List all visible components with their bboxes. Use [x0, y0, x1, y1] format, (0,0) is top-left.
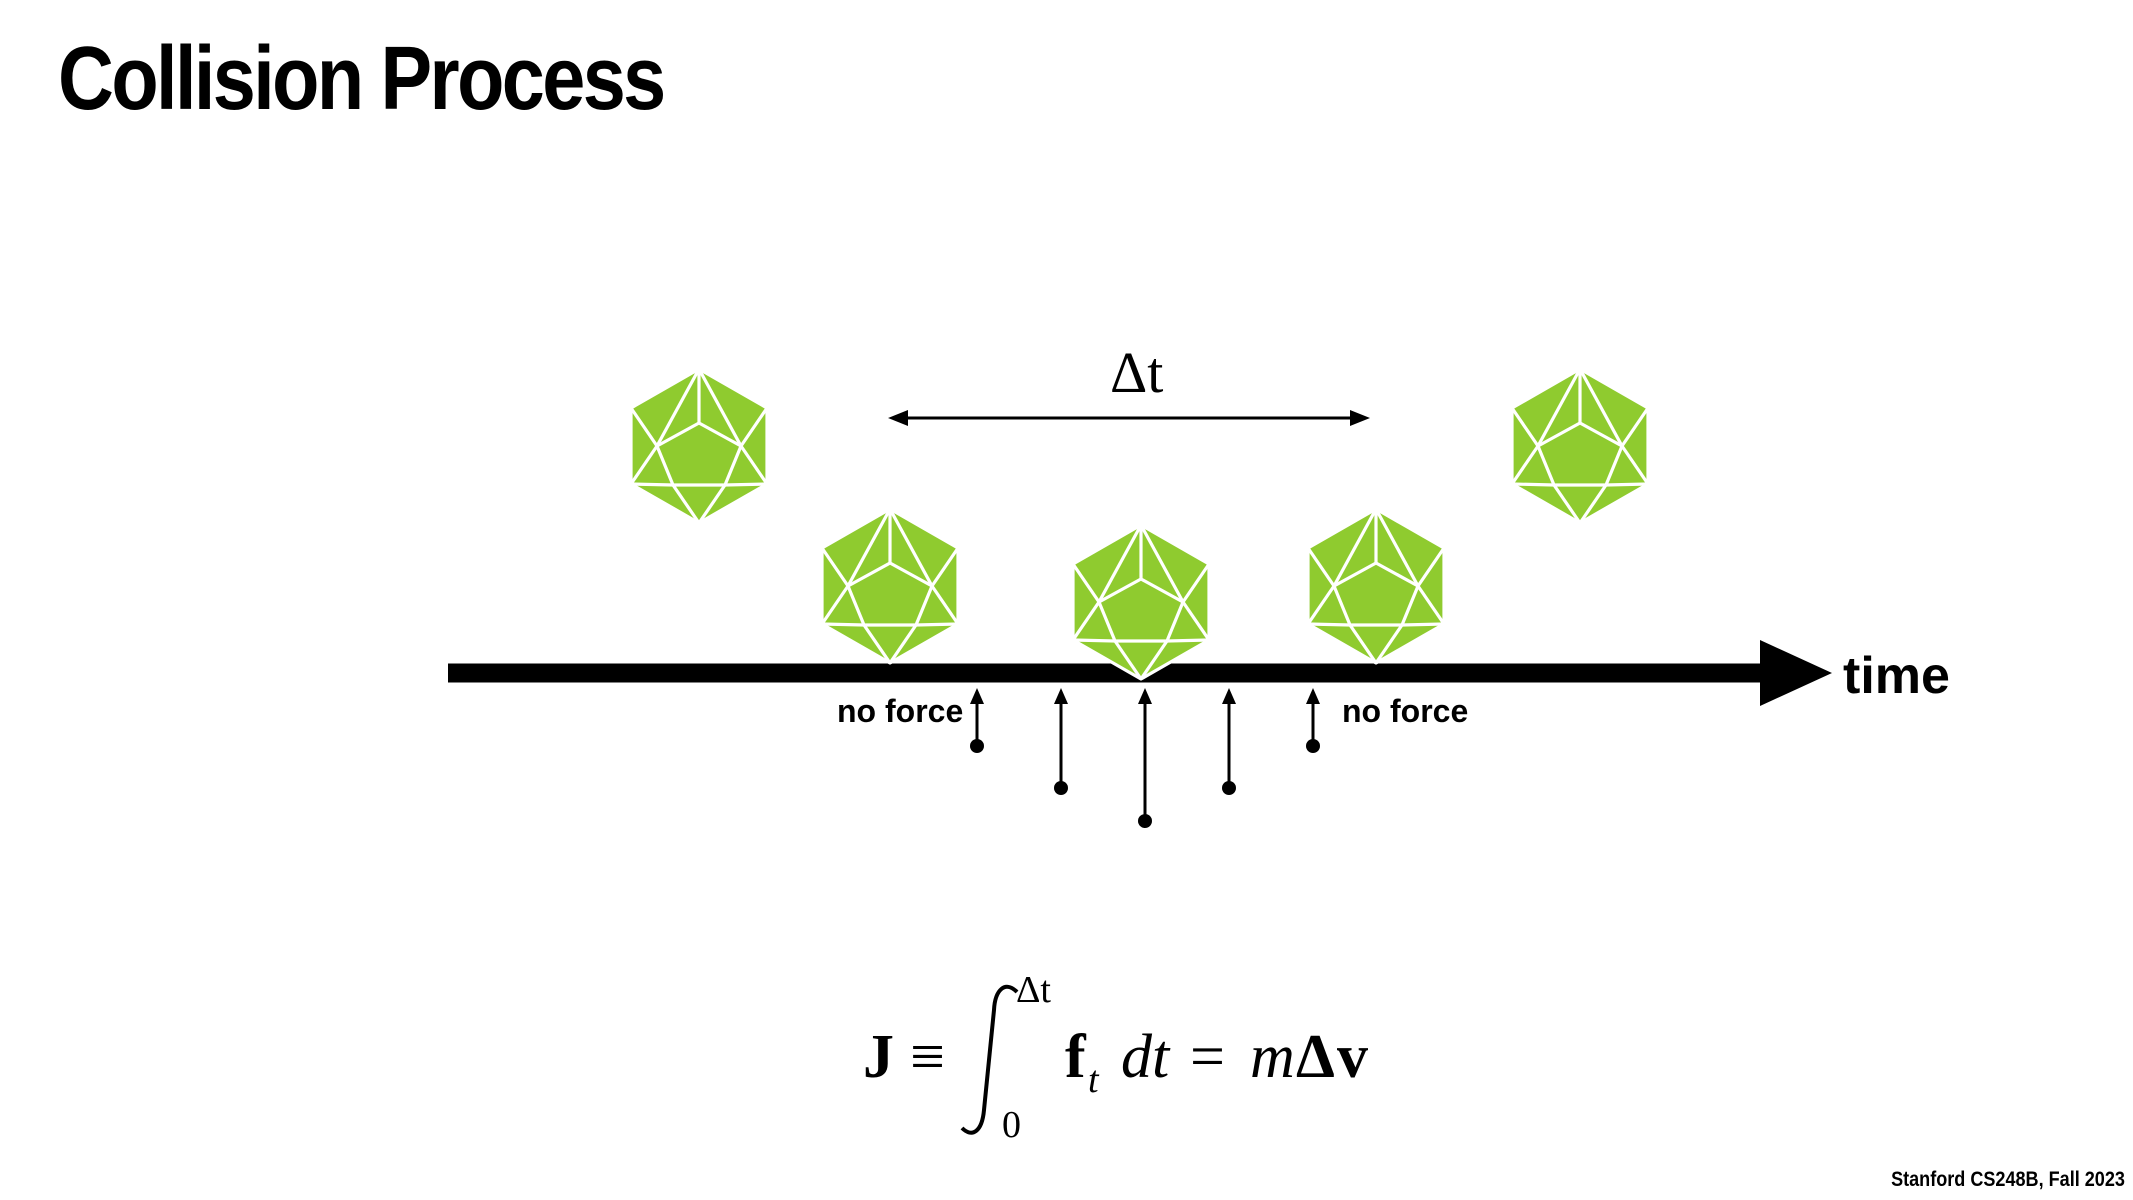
body-after-contact — [1510, 367, 1650, 525]
body-before-contact — [629, 367, 769, 525]
no-force-label-left: no force — [837, 693, 963, 729]
formula-force-symbol: f — [1065, 1023, 1087, 1091]
integral-sign — [960, 984, 1019, 1135]
impulse-formula: J ≡ Δt 0 f t dt = m Δ v — [863, 969, 1368, 1146]
body-contact-peak — [1071, 523, 1211, 681]
no-force-label-right: no force — [1342, 693, 1468, 729]
formula-delta-symbol: Δ — [1296, 1023, 1335, 1091]
body-contact-end — [1306, 507, 1446, 665]
formula-differential: dt — [1121, 1023, 1171, 1091]
interval-arrow — [888, 410, 1370, 426]
formula-equiv-symbol: ≡ — [910, 1023, 945, 1091]
time-axis-label: time — [1843, 647, 1950, 705]
time-axis — [448, 640, 1832, 706]
formula-mass-symbol: m — [1250, 1023, 1295, 1091]
formula-lower-limit: 0 — [1002, 1104, 1021, 1146]
slide-title: Collision Process — [58, 29, 666, 129]
force-arrow-4 — [1222, 688, 1236, 795]
slide-footer: Stanford CS248B, Fall 2023 — [1891, 1168, 2125, 1191]
formula-velocity-symbol: v — [1337, 1023, 1368, 1091]
force-arrow-5 — [1306, 688, 1320, 753]
body-contact-start — [820, 507, 960, 665]
force-arrow-1 — [970, 688, 984, 753]
formula-upper-limit: Δt — [1016, 969, 1051, 1011]
formula-force-subscript: t — [1088, 1059, 1100, 1101]
formula-equals-symbol: = — [1190, 1023, 1225, 1091]
force-arrow-3 — [1138, 688, 1152, 828]
force-arrow-2 — [1054, 688, 1068, 795]
formula-impulse-symbol: J — [863, 1023, 894, 1091]
interval-label: Δt — [1110, 340, 1163, 405]
